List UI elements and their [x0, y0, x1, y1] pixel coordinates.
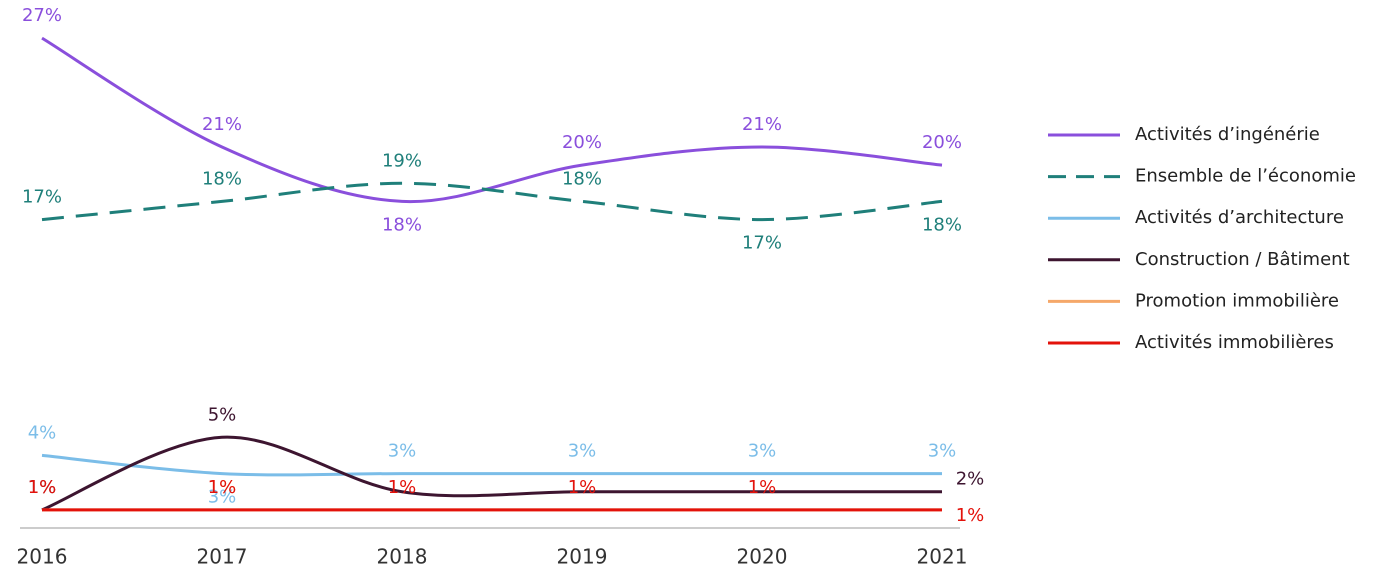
value-label: 20%	[562, 132, 602, 153]
value-label: 1%	[388, 477, 417, 498]
series-line	[41, 453, 942, 477]
value-label: 27%	[22, 5, 62, 26]
legend-label: Construction / Bâtiment	[1135, 249, 1350, 270]
value-label: 1%	[208, 477, 237, 498]
x-tick-label: 2021	[917, 545, 968, 569]
series-line	[41, 181, 943, 222]
legend-label: Ensemble de l’économie	[1135, 166, 1356, 187]
value-label: 1%	[568, 477, 597, 498]
legend-label: Promotion immobilière	[1135, 290, 1339, 311]
x-tick-label: 2020	[737, 545, 788, 569]
value-label: 20%	[922, 132, 962, 153]
value-label: 3%	[208, 487, 237, 508]
series-line	[41, 36, 943, 204]
value-label: 5%	[208, 404, 237, 425]
value-label: 4%	[28, 422, 57, 443]
value-label: 1%	[28, 477, 57, 498]
series-line	[41, 435, 942, 512]
x-tick-label: 2019	[557, 545, 608, 569]
value-label: 17%	[22, 187, 62, 208]
x-tick-label: 2018	[377, 545, 428, 569]
legend-label: Activités d’architecture	[1135, 207, 1344, 228]
legend-label: Activités immobilières	[1135, 332, 1334, 353]
value-label: 18%	[922, 214, 962, 235]
value-label: 1%	[748, 477, 777, 498]
value-label: 21%	[742, 114, 782, 135]
value-label: 3%	[748, 441, 777, 462]
value-label: 18%	[382, 214, 422, 235]
value-label: 3%	[928, 441, 957, 462]
value-label: 18%	[202, 168, 242, 189]
value-label: 1%	[208, 477, 237, 498]
x-tick-label: 2017	[197, 545, 248, 569]
value-label: 2%	[956, 469, 985, 490]
value-label: 21%	[202, 114, 242, 135]
value-label: 1%	[28, 477, 57, 498]
value-label: 3%	[568, 441, 597, 462]
value-label: 18%	[562, 168, 602, 189]
value-label: 17%	[742, 233, 782, 254]
x-tick-label: 2016	[17, 545, 68, 569]
value-label: 19%	[382, 150, 422, 171]
value-label: 1%	[956, 505, 985, 526]
value-label: 3%	[388, 441, 417, 462]
legend-label: Activités d’ingénérie	[1135, 124, 1320, 145]
